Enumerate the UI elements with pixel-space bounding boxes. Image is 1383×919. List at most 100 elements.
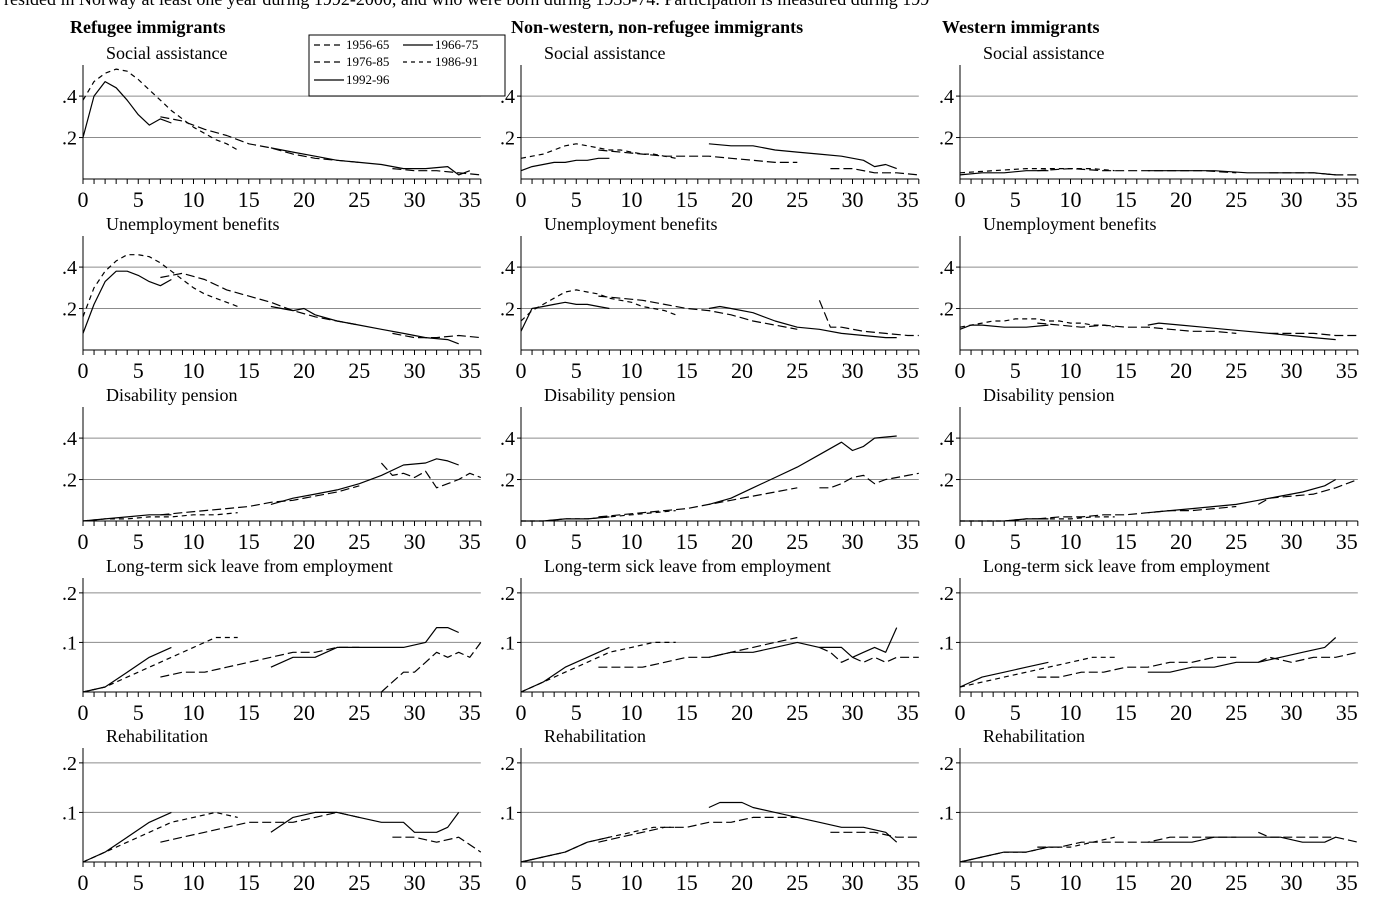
panel-r1-c0-title: Unemployment benefits xyxy=(106,214,279,234)
panel-r3-c0-title: Long-term sick leave from employment xyxy=(106,556,393,576)
panel-r0-c1-x-tick-label: 35 xyxy=(897,187,919,212)
panel-r0-c0-series-1976-85 xyxy=(160,116,360,163)
panel-r4-c1-x-tick-label: 35 xyxy=(897,870,919,895)
panel-r3-c2-series-1976-85 xyxy=(1037,656,1237,678)
panel-r2-c0-title: Disability pension xyxy=(106,385,238,405)
panel-r1-c1-x-tick-label: 0 xyxy=(516,358,527,383)
panel-r0-c2-x-tick-label: 20 xyxy=(1170,187,1192,212)
panel-r2-c1-y-tick-label: .2 xyxy=(500,470,515,492)
panel-r1-c1-y-tick-label: .2 xyxy=(500,299,515,321)
panel-r2-c0-x-tick-label: 5 xyxy=(133,529,144,554)
panel-r3-c1-x-tick-label: 20 xyxy=(731,700,753,725)
panel-r4-c1-x-tick-label: 10 xyxy=(621,870,643,895)
panel-r1-c2-series-1976-85 xyxy=(1037,322,1237,334)
panel-r1-c2-x-tick-label: 35 xyxy=(1336,358,1358,383)
panel-r0-c2-series-1986-91 xyxy=(959,168,1115,174)
panel-r3-c2-x-tick-label: 30 xyxy=(1281,700,1303,725)
panel-r1-c1-series-1992-96 xyxy=(520,301,610,332)
column-title-western-immigrants: Western immigrants xyxy=(942,17,1099,37)
panel-r3-c2-x-tick-label: 20 xyxy=(1170,700,1192,725)
panel-r1-c2-x-tick-label: 10 xyxy=(1060,358,1082,383)
panel-r2-c0-x-tick-label: 10 xyxy=(183,529,205,554)
panel-r2-c1-title: Disability pension xyxy=(544,385,676,405)
panel-r0-c2-series-1976-85 xyxy=(1037,168,1237,174)
panel-r1-c2-series-1966-75 xyxy=(1147,322,1336,341)
panel-r0-c0-x-tick-label: 15 xyxy=(238,187,260,212)
column-title-non-western-non-refugee-immigrants: Non-western, non-refugee immigrants xyxy=(511,17,803,37)
panel-r3-c2-y-tick-label: .1 xyxy=(939,632,954,654)
panel-r2-c1-x-tick-label: 30 xyxy=(842,529,864,554)
panel-r3-c1-x-tick-label: 5 xyxy=(571,700,582,725)
panel-r4-c1-x-tick-label: 5 xyxy=(571,870,582,895)
panel-r2-c2-x-tick-label: 20 xyxy=(1170,529,1192,554)
panel-r2-c1-series-1992-96 xyxy=(521,516,610,522)
panel-r1-c0-series-1956-65 xyxy=(392,332,481,339)
panel-r0-c1-x-tick-label: 10 xyxy=(621,187,643,212)
panel-r3-c2-series-1992-96 xyxy=(959,661,1049,688)
panel-r2-c0-x-tick-label: 35 xyxy=(459,529,481,554)
legend-label-1956-65: 1956-65 xyxy=(346,37,389,52)
panel-r2-c2-series-1956-65 xyxy=(1258,478,1359,505)
panel-r3-c1-series-1976-85 xyxy=(598,636,798,668)
panel-r1-c2-x-tick-label: 20 xyxy=(1170,358,1192,383)
panel-r1-c0-x-tick-label: 5 xyxy=(133,358,144,383)
panel-r1-c0-series-1976-85 xyxy=(160,272,360,326)
panel-r2-c1-x-tick-label: 5 xyxy=(571,529,582,554)
panel-r4-c0-x-tick-label: 35 xyxy=(459,870,481,895)
panel-r2-c2-x-tick-label: 0 xyxy=(955,529,966,554)
panel-r2-c2-x-tick-label: 15 xyxy=(1115,529,1137,554)
legend-label-1966-75: 1966-75 xyxy=(435,37,478,52)
panel-r3-c1-x-tick-label: 0 xyxy=(516,700,527,725)
panel-r4-c1-x-tick-label: 30 xyxy=(842,870,864,895)
panel-r1-c0-x-tick-label: 35 xyxy=(459,358,481,383)
panel-r4-c0-x-tick-label: 25 xyxy=(348,870,370,895)
panel-r0-c0-y-tick-label: .2 xyxy=(62,128,77,150)
panel-r1-c1-x-tick-label: 10 xyxy=(621,358,643,383)
panel-r2-c2-y-tick-label: .2 xyxy=(939,470,954,492)
panel-r3-c0-series-1992-96 xyxy=(82,646,172,693)
panel-r0-c2-x-tick-label: 15 xyxy=(1115,187,1137,212)
panel-r0-c2-x-tick-label: 25 xyxy=(1225,187,1247,212)
panel-r3-c2-x-tick-label: 0 xyxy=(955,700,966,725)
panel-r1-c0-x-tick-label: 10 xyxy=(183,358,205,383)
panel-r1-c2-x-tick-label: 0 xyxy=(955,358,966,383)
panel-r0-c0-series-1986-91 xyxy=(82,68,238,151)
panel-r3-c2-x-tick-label: 35 xyxy=(1336,700,1358,725)
panel-r0-c2-y-tick-label: .2 xyxy=(939,128,954,150)
panel-r2-c2-x-tick-label: 30 xyxy=(1281,529,1303,554)
panel-r3-c1-x-tick-label: 10 xyxy=(621,700,643,725)
panel-r1-c2-x-tick-label: 30 xyxy=(1281,358,1303,383)
panel-r4-c2-title: Rehabilitation xyxy=(983,726,1085,746)
panel-r2-c2-x-tick-label: 5 xyxy=(1010,529,1021,554)
panel-r1-c2-series-1986-91 xyxy=(959,318,1115,328)
panel-r1-c0-series-1986-91 xyxy=(82,254,238,318)
panel-r4-c1-x-tick-label: 15 xyxy=(676,870,698,895)
panel-r4-c1-x-tick-label: 25 xyxy=(786,870,808,895)
panel-r3-c1-series-1992-96 xyxy=(520,646,610,693)
panel-r1-c2-y-tick-label: .2 xyxy=(939,299,954,321)
panel-r3-c2-y-tick-label: .2 xyxy=(939,583,954,605)
panel-r2-c1-x-tick-label: 10 xyxy=(621,529,643,554)
column-title-refugee-immigrants: Refugee immigrants xyxy=(70,17,225,37)
panel-r1-c1-x-tick-label: 35 xyxy=(897,358,919,383)
panel-r4-c0-series-1976-85 xyxy=(160,811,360,843)
panel-r1-c1-series-1956-65 xyxy=(818,300,919,337)
panel-r1-c1-x-tick-label: 5 xyxy=(571,358,582,383)
panel-r3-c1-x-tick-label: 35 xyxy=(897,700,919,725)
panel-r1-c0-x-tick-label: 25 xyxy=(348,358,370,383)
panel-r4-c1-series-1976-85 xyxy=(598,816,798,843)
panel-r2-c0-series-1956-65 xyxy=(380,462,482,489)
panel-r2-c2-series-1992-96 xyxy=(960,518,1049,522)
panel-r0-c0-y-tick-label: .4 xyxy=(62,86,77,108)
panel-r0-c0-series-1956-65 xyxy=(392,168,481,176)
panel-r3-c2-x-tick-label: 5 xyxy=(1010,700,1021,725)
panel-r0-c2-y-tick-label: .4 xyxy=(939,86,954,108)
panel-r4-c1-series-1966-75 xyxy=(708,801,898,843)
panel-r0-c0-x-tick-label: 0 xyxy=(78,187,89,212)
panel-r0-c0-series-1966-75 xyxy=(270,147,471,176)
panel-r2-c1-x-tick-label: 35 xyxy=(897,529,919,554)
panel-r2-c0-x-tick-label: 30 xyxy=(404,529,426,554)
panel-r3-c2-series-1956-65 xyxy=(1258,651,1358,663)
panel-r0-c1-title: Social assistance xyxy=(544,43,665,63)
